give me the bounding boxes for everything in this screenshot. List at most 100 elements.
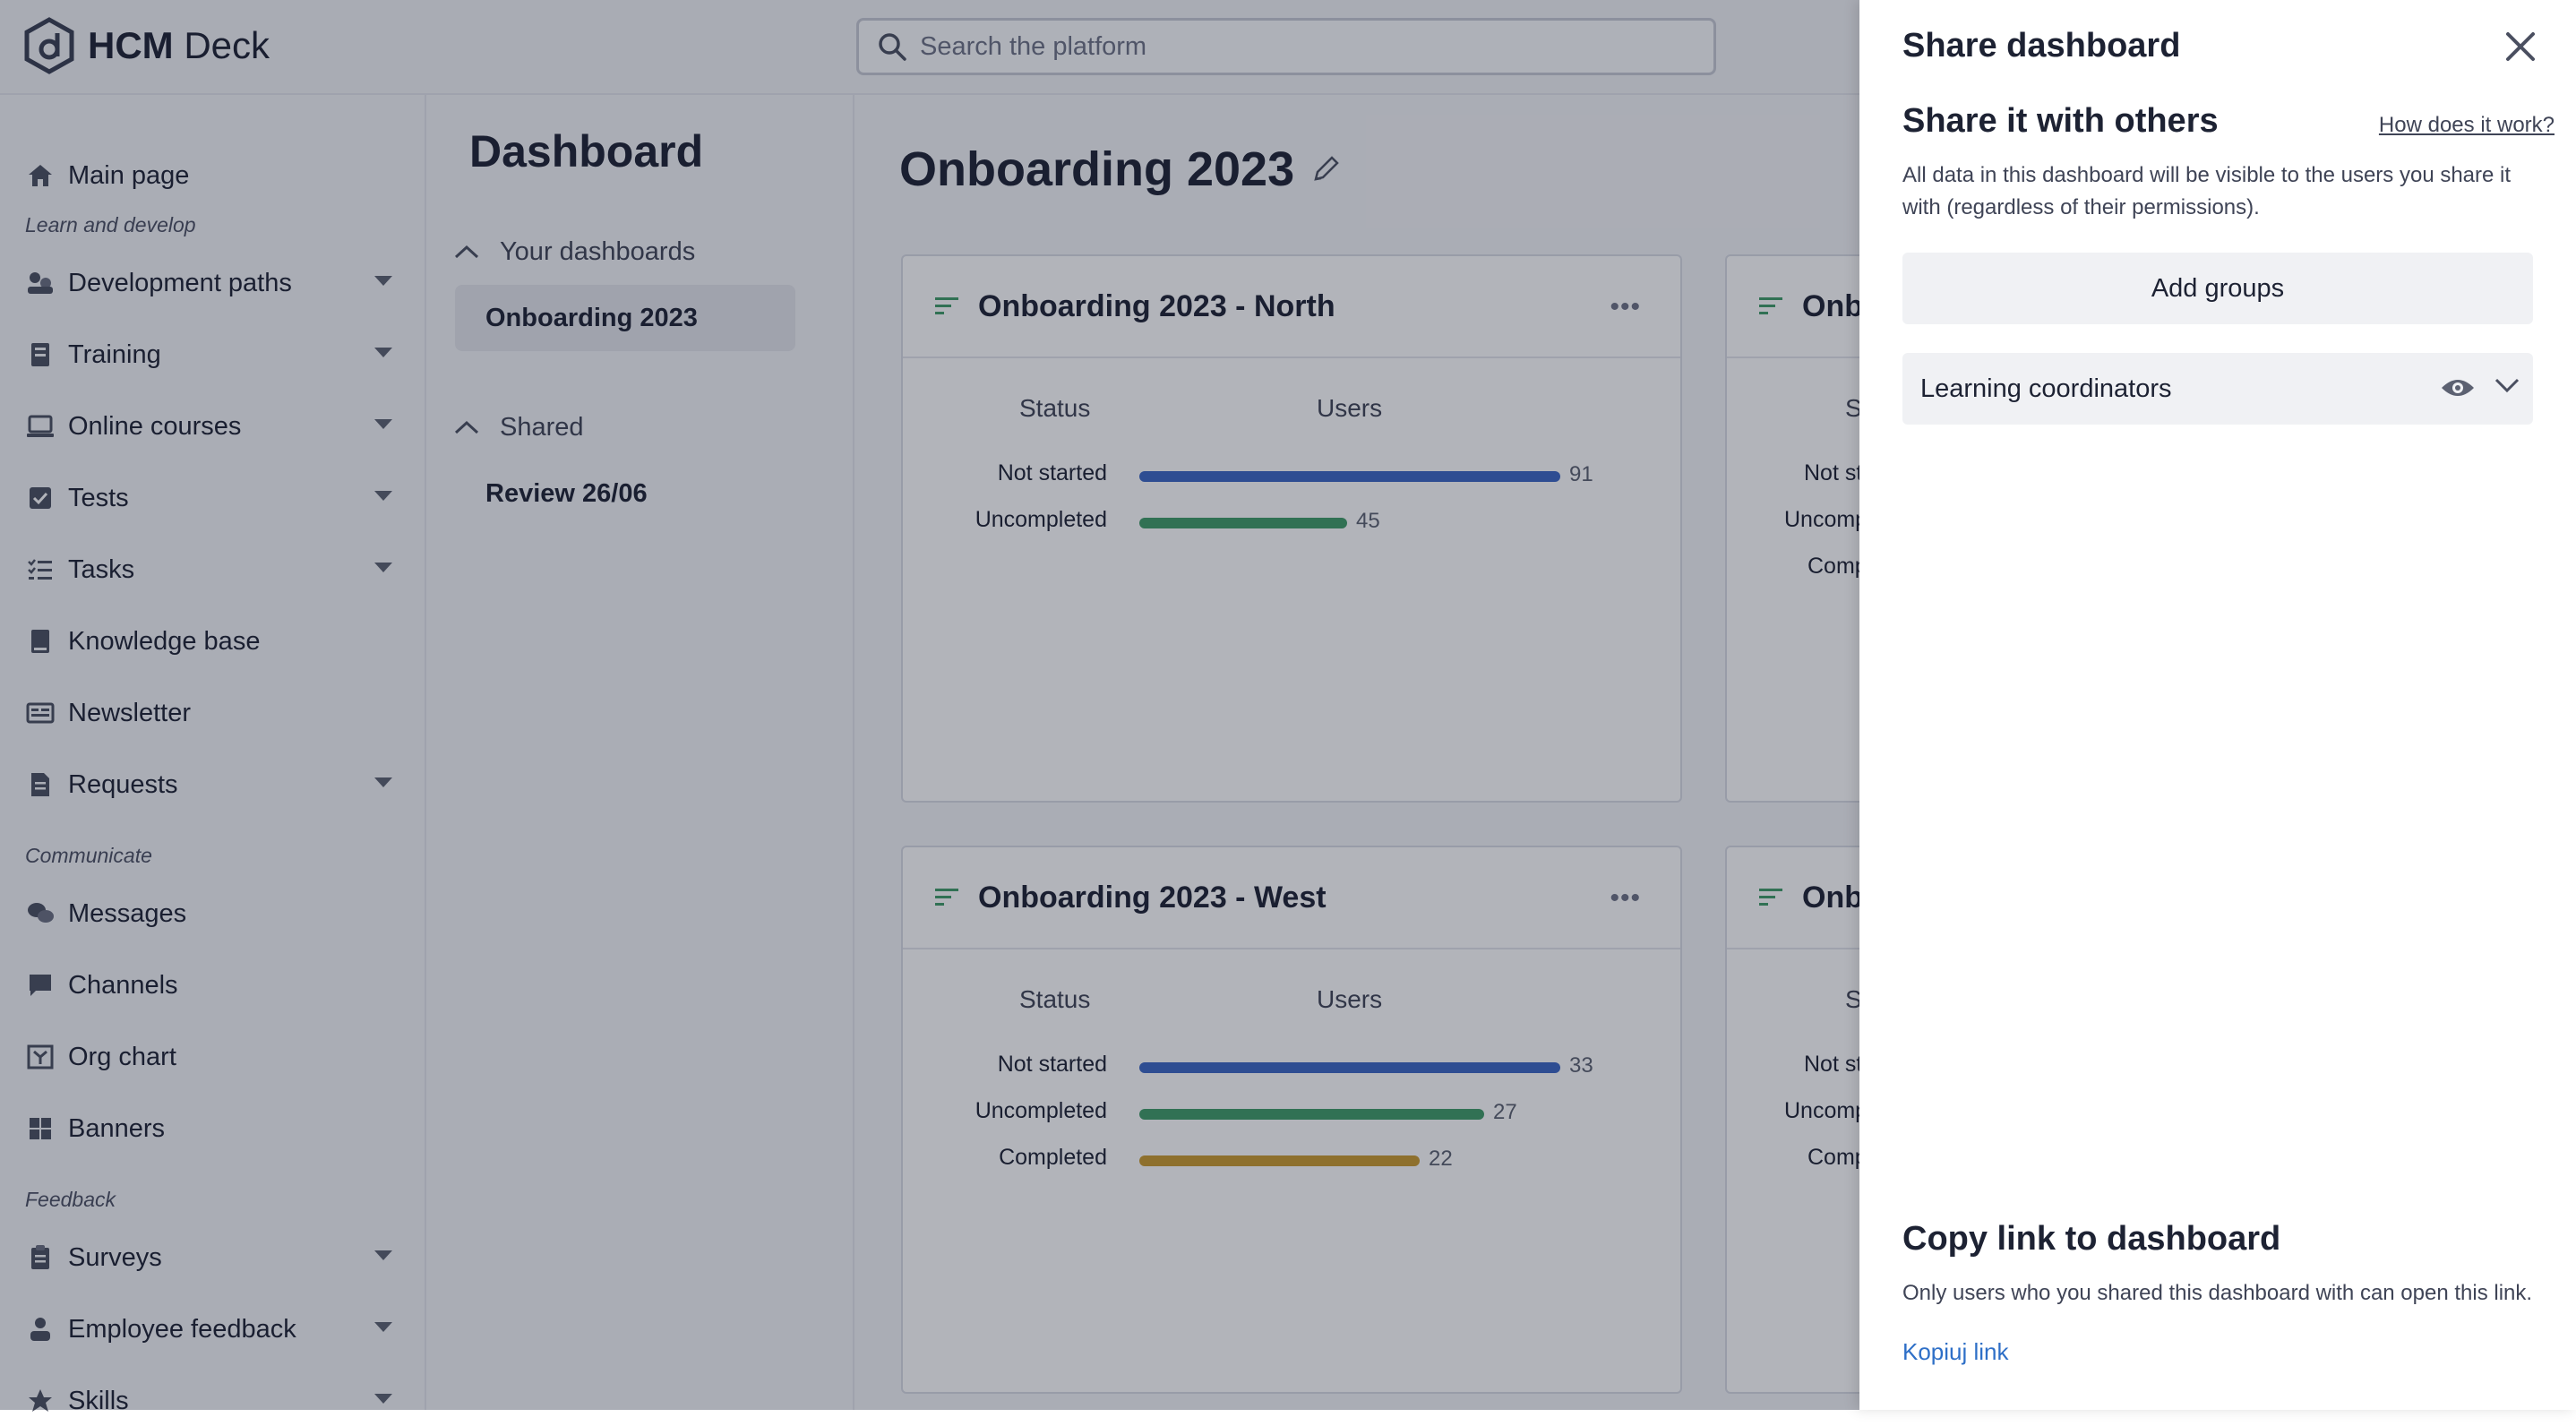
sidebar-item-online-courses[interactable]: Online courses bbox=[25, 401, 401, 451]
widget-title: Onboarding 2023 - North bbox=[978, 288, 1335, 323]
sidebar-item-surveys[interactable]: Surveys bbox=[25, 1233, 401, 1283]
row-label: Not st bbox=[1804, 460, 1863, 485]
org-chart-icon bbox=[25, 1042, 56, 1072]
bar[interactable] bbox=[1139, 471, 1560, 482]
bar-row-label: Not started bbox=[997, 460, 1107, 485]
channel-icon bbox=[25, 970, 56, 1001]
eye-icon[interactable] bbox=[2440, 374, 2476, 406]
chevron-down-icon[interactable] bbox=[2494, 376, 2520, 399]
sidebar-item-label: Knowledge base bbox=[68, 626, 261, 656]
sidebar-item-messages[interactable]: Messages bbox=[25, 889, 401, 939]
sidebar-item-label: Main page bbox=[68, 160, 190, 190]
chevron-down-icon[interactable] bbox=[374, 1322, 392, 1332]
your-dashboards-toggle[interactable]: Your dashboards bbox=[453, 229, 695, 274]
bar-row-label: Uncompleted bbox=[975, 1098, 1107, 1123]
column-header-status: Status bbox=[1019, 394, 1091, 422]
copy-link-button[interactable]: Kopiuj link bbox=[1902, 1338, 2009, 1365]
paths-icon bbox=[25, 268, 56, 298]
dashboard-list-panel: Dashboard Your dashboards Onboarding 202… bbox=[426, 95, 854, 1410]
sidebar-item-employee-feedback[interactable]: Employee feedback bbox=[25, 1304, 401, 1354]
chevron-down-icon[interactable] bbox=[374, 276, 392, 286]
sidebar-item-label: Online courses bbox=[68, 411, 242, 441]
sidebar-item-development-paths[interactable]: Development paths bbox=[25, 258, 401, 308]
dashboard-panel-title: Dashboard bbox=[469, 126, 704, 176]
checkbox-icon bbox=[25, 483, 56, 513]
edit-pencil-icon[interactable] bbox=[1310, 154, 1341, 185]
bar-chart-icon bbox=[1757, 295, 1784, 318]
sidebar-item-requests[interactable]: Requests bbox=[25, 760, 401, 810]
sidebar-item-org-chart[interactable]: Org chart bbox=[25, 1032, 401, 1082]
chevron-down-icon[interactable] bbox=[374, 1250, 392, 1260]
sidebar-item-banners[interactable]: Banners bbox=[25, 1104, 401, 1154]
more-options-icon[interactable]: ••• bbox=[1610, 292, 1641, 322]
training-icon bbox=[25, 339, 56, 370]
chevron-up-icon bbox=[453, 419, 480, 435]
column-header-users: Users bbox=[1317, 985, 1383, 1013]
chevron-down-icon[interactable] bbox=[374, 348, 392, 357]
bar-chart-icon bbox=[933, 886, 960, 909]
sidebar-item-training[interactable]: Training bbox=[25, 330, 401, 380]
widget-card-west: Onboarding 2023 - West ••• Status Users … bbox=[901, 846, 1682, 1394]
bar-row: Completed 22 bbox=[939, 1141, 1655, 1177]
bar[interactable] bbox=[1139, 1155, 1420, 1166]
sidebar-item-tests[interactable]: Tests bbox=[25, 473, 401, 523]
bar-row: Uncompleted 45 bbox=[939, 503, 1655, 539]
sidebar-item-label: Tests bbox=[68, 483, 129, 512]
laptop-icon bbox=[25, 411, 56, 442]
section-label-feedback: Feedback bbox=[25, 1188, 116, 1211]
bar-value: 22 bbox=[1429, 1147, 1453, 1171]
chevron-down-icon[interactable] bbox=[374, 1394, 392, 1404]
bar-row-label: Completed bbox=[999, 1145, 1107, 1170]
chevron-down-icon[interactable] bbox=[374, 563, 392, 572]
chevron-down-icon[interactable] bbox=[374, 491, 392, 501]
copy-link-title: Copy link to dashboard bbox=[1902, 1220, 2281, 1258]
share-description: All data in this dashboard will be visib… bbox=[1902, 163, 2512, 219]
sidebar-item-label: Development paths bbox=[68, 268, 292, 297]
your-dashboards-label: Your dashboards bbox=[500, 236, 696, 266]
sidebar-item-knowledge-base[interactable]: Knowledge base bbox=[25, 616, 401, 666]
search-input[interactable]: Search the platform bbox=[856, 18, 1716, 75]
how-does-it-work-link[interactable]: How does it work? bbox=[2378, 113, 2555, 137]
page-title: Onboarding 2023 bbox=[899, 142, 1341, 197]
sidebar: Main page Learn and develop Development … bbox=[0, 95, 426, 1415]
share-section-title: Share it with others bbox=[1902, 102, 2219, 140]
bar[interactable] bbox=[1139, 518, 1347, 528]
chevron-down-icon[interactable] bbox=[374, 419, 392, 429]
sidebar-item-label: Employee feedback bbox=[68, 1314, 296, 1344]
grid-icon bbox=[25, 1113, 56, 1144]
sidebar-item-channels[interactable]: Channels bbox=[25, 960, 401, 1010]
brand-name: HCM Deck bbox=[88, 24, 270, 67]
bar[interactable] bbox=[1139, 1062, 1560, 1073]
bar-value: 33 bbox=[1569, 1053, 1593, 1078]
hexagon-logo-icon bbox=[23, 17, 75, 74]
row-label: Uncomp bbox=[1784, 507, 1868, 532]
bar-value: 91 bbox=[1569, 462, 1593, 486]
row-label: Comp bbox=[1807, 1145, 1868, 1170]
app-logo[interactable]: HCM Deck bbox=[23, 14, 270, 77]
sidebar-item-main-page[interactable]: Main page bbox=[25, 150, 401, 201]
chevron-down-icon[interactable] bbox=[374, 777, 392, 787]
widget-title: Onboarding 2023 - West bbox=[978, 880, 1327, 915]
brand-primary: HCM bbox=[88, 24, 174, 66]
sidebar-item-tasks[interactable]: Tasks bbox=[25, 545, 401, 595]
close-icon[interactable] bbox=[2501, 27, 2540, 66]
document-icon bbox=[25, 769, 56, 800]
sidebar-item-label: Channels bbox=[68, 970, 178, 1000]
more-options-icon[interactable]: ••• bbox=[1610, 883, 1641, 913]
add-groups-button[interactable]: Add groups bbox=[1902, 253, 2533, 324]
group-name: Learning coordinators bbox=[1920, 374, 2172, 403]
shared-dashboards-toggle[interactable]: Shared bbox=[453, 405, 584, 450]
modal-backdrop[interactable] bbox=[0, 0, 1859, 1410]
copy-link-description: Only users who you shared this dashboard… bbox=[1902, 1281, 2533, 1305]
page-title-text: Onboarding 2023 bbox=[899, 142, 1295, 196]
bar[interactable] bbox=[1139, 1109, 1484, 1120]
column-header-users: Users bbox=[1317, 394, 1383, 422]
dashboard-item-review[interactable]: Review 26/06 bbox=[485, 478, 648, 508]
sidebar-item-newsletter[interactable]: Newsletter bbox=[25, 688, 401, 738]
bar-row: Not started 91 bbox=[939, 457, 1655, 493]
row-label: Not st bbox=[1804, 1052, 1863, 1077]
search-icon bbox=[877, 31, 907, 62]
row-label: Uncomp bbox=[1784, 1098, 1868, 1123]
shared-label: Shared bbox=[500, 412, 584, 442]
dashboard-item-onboarding-2023[interactable]: Onboarding 2023 bbox=[455, 285, 795, 351]
